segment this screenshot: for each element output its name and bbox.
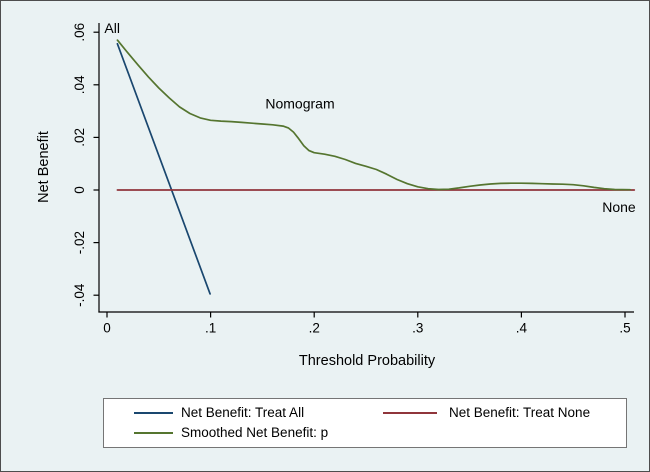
x-tick-label: .1	[205, 321, 216, 336]
x-tick-label: 0	[103, 321, 111, 336]
legend-line-smoothed	[134, 432, 173, 434]
series-line-smoothed-net-benefit-p	[116, 39, 632, 191]
legend-label-treat-all: Net Benefit: Treat All	[181, 405, 305, 420]
y-tick-label: .04	[72, 75, 87, 94]
legend-line-treat-none	[383, 412, 437, 414]
x-tick-label: .3	[412, 321, 423, 336]
series-line-net-benefit-treat-all	[116, 42, 211, 295]
chart-generated-content: 0 .1 .2 .3 .4 .5 .06 .04 .02 0 -.02 -.04 All Nomogram…	[72, 20, 636, 336]
legend-label-treat-none: Net Benefit: Treat None	[449, 405, 591, 420]
x-tick-label: .5	[619, 321, 630, 336]
x-axis-title: Threshold Probability	[299, 353, 436, 369]
legend-line-treat-all	[134, 412, 173, 414]
y-tick-label: .02	[72, 128, 87, 147]
y-tick-label: -.02	[72, 231, 87, 254]
legend-label-smoothed: Smoothed Net Benefit: p	[181, 425, 329, 440]
x-tick-label: .4	[516, 321, 528, 336]
y-axis-title: Net Benefit	[36, 131, 52, 203]
y-tick-label: .06	[72, 23, 87, 42]
y-tick-label: -.04	[72, 283, 87, 307]
x-tick-label: .2	[309, 321, 320, 336]
legend: Net Benefit: Treat All Net Benefit: Trea…	[103, 398, 627, 448]
annotation-all: All	[104, 20, 120, 36]
y-tick-label: 0	[72, 186, 87, 194]
annotation-nomogram: Nomogram	[265, 95, 334, 111]
annotation-none: None	[602, 199, 636, 215]
